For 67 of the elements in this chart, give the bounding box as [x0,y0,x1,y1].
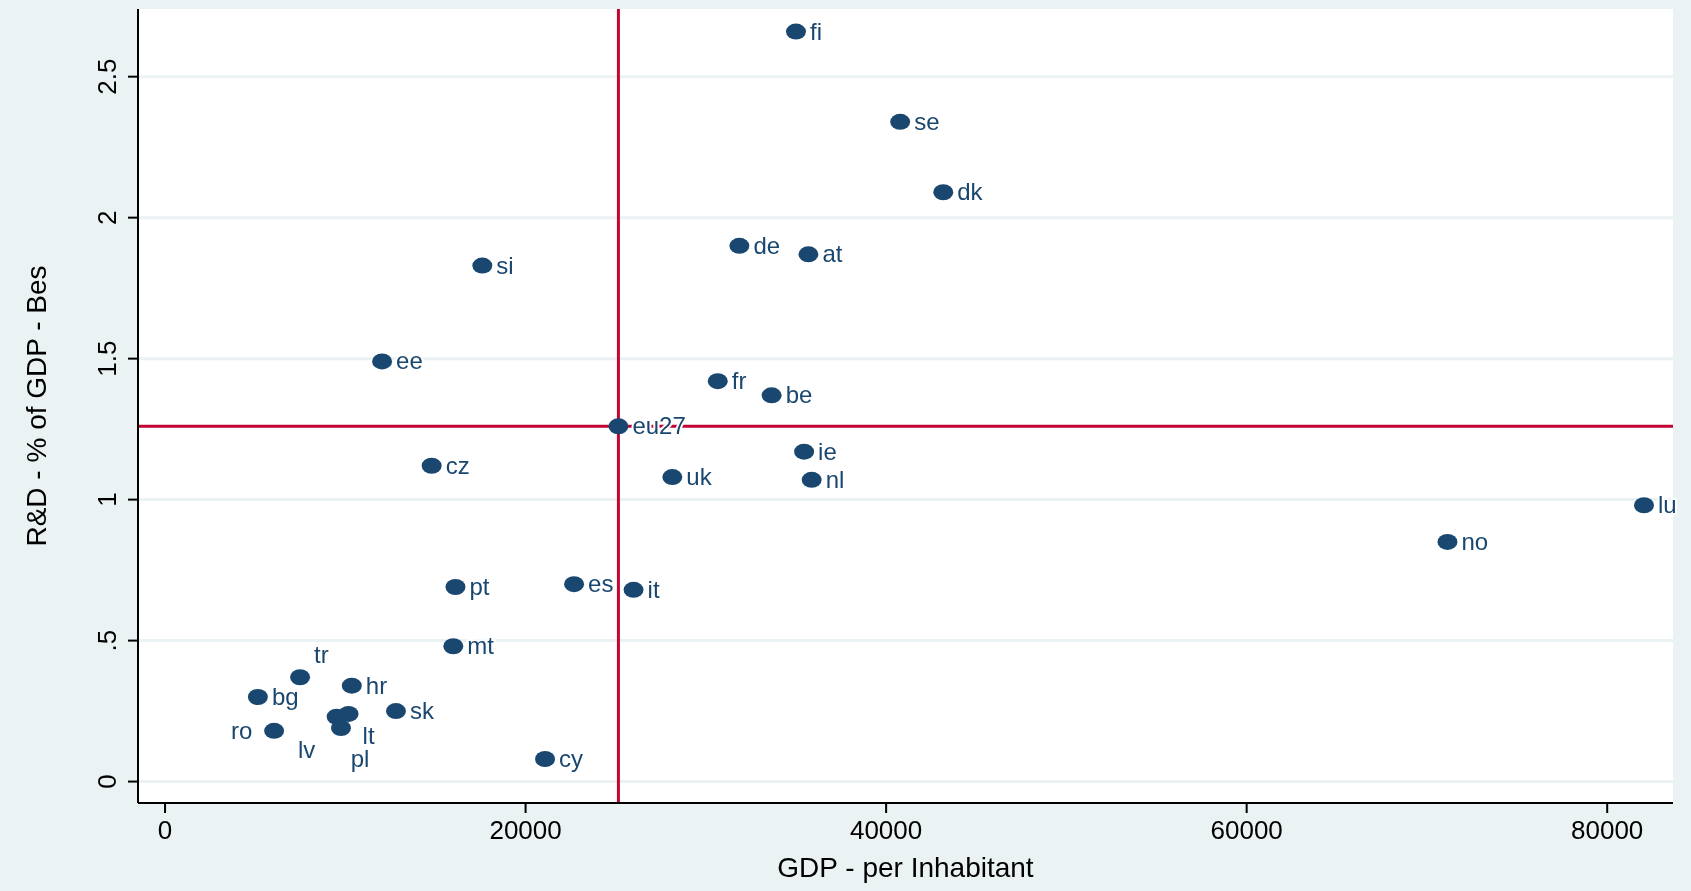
point [890,113,911,130]
annotation: fr [731,367,747,395]
y-tick-label: 2.5 [92,58,122,95]
y-tick-label: 1.5 [92,340,122,377]
point [535,751,556,768]
annotation: ee [396,347,423,375]
point [421,457,442,474]
annotation: es [588,570,614,598]
point [443,638,464,655]
point [564,576,585,593]
point [608,418,629,435]
point [372,353,393,370]
annotation: si [496,251,514,279]
point [445,579,466,596]
annotation: cz [445,451,470,479]
annotation: sk [409,697,435,725]
annotation: nl [825,465,845,493]
point [729,237,750,254]
annotation: se [914,107,940,135]
point [623,581,644,598]
annotation: bg [271,682,299,710]
x-tick-label: 20000 [489,815,562,845]
point [264,722,285,739]
annotation: de [753,231,781,259]
point [290,669,311,686]
point [798,246,819,263]
annotation: hr [365,671,388,699]
point [1633,497,1654,514]
annotation: cy [559,745,584,773]
x-tick-label: 40000 [849,815,923,845]
y-tick-label: 2 [92,210,122,225]
annotation: lu [1657,491,1677,519]
point [662,469,683,486]
point [341,677,362,694]
point [933,184,954,201]
point [761,387,782,404]
annotation: it [647,575,660,603]
annotation: tr [314,641,329,669]
point [794,443,815,460]
annotation: fi [809,17,822,45]
point [707,373,728,390]
y-axis-title: R&D - % of GDP - Bes [21,265,52,547]
x-tick-label: 80000 [1571,815,1644,845]
point [785,23,806,40]
y-tick-label: 0 [92,774,122,789]
annotation: dk [957,178,984,206]
x-axis-title: GDP - per Inhabitant [777,852,1034,883]
x-tick-label: 0 [157,815,173,845]
annotation: at [822,240,843,268]
point [1437,533,1458,550]
point [472,257,493,274]
annotation: ie [818,437,837,465]
annotation: pt [469,573,490,601]
y-tick-label: .5 [92,629,122,652]
annotation: lv [297,736,316,763]
annotation: no [1461,527,1489,555]
point [338,705,359,722]
point [247,688,268,705]
point [385,703,406,720]
point [801,471,822,488]
annotation: uk [686,463,713,491]
point [330,720,351,736]
annotation: ro [231,716,253,744]
annotation: mt [467,632,495,660]
x-tick-label: 60000 [1210,815,1283,845]
annotation: be [785,381,813,409]
y-tick-label: 1 [92,492,122,507]
